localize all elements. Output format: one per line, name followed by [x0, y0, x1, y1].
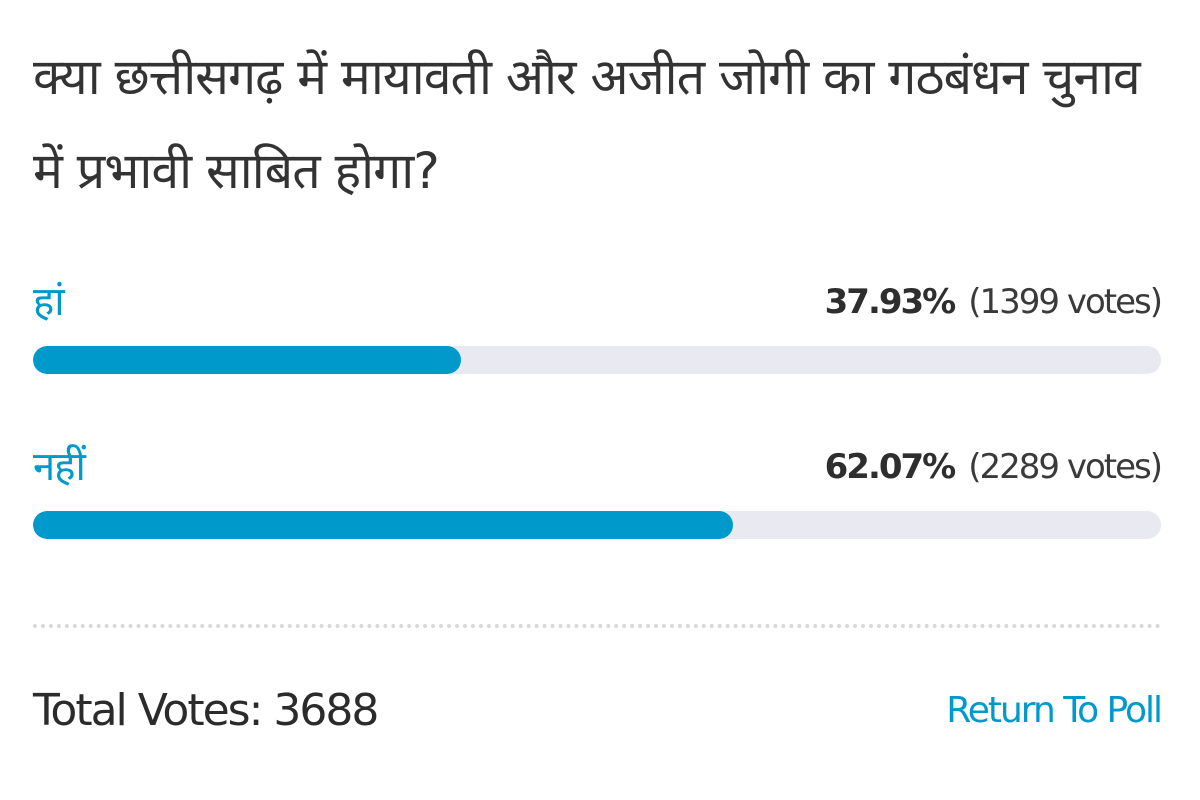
answer-label-no: नहीं — [33, 444, 86, 490]
answer-stats-yes: 37.93% (1399 votes) — [824, 280, 1163, 324]
dotted-divider — [33, 624, 1161, 628]
answer-stats-no: 62.07% (2289 votes) — [824, 445, 1163, 489]
total-votes: Total Votes: 3688 — [33, 685, 379, 736]
answer-votes-no: (2289 votes) — [968, 447, 1163, 487]
answer-label-yes: हां — [33, 279, 65, 325]
progress-track-yes — [33, 346, 1161, 374]
return-to-poll-link[interactable]: Return To Poll — [946, 690, 1163, 731]
answer-votes-yes: (1399 votes) — [968, 282, 1163, 322]
progress-fill-no — [33, 511, 734, 539]
progress-fill-yes — [33, 346, 461, 374]
poll-question: क्या छत्तीसगढ़ में मायावती और अजीत जोगी … — [33, 48, 1141, 200]
answer-percent-yes: 37.93% — [824, 282, 957, 322]
answer-percent-no: 62.07% — [824, 447, 957, 487]
progress-track-no — [33, 511, 1161, 539]
